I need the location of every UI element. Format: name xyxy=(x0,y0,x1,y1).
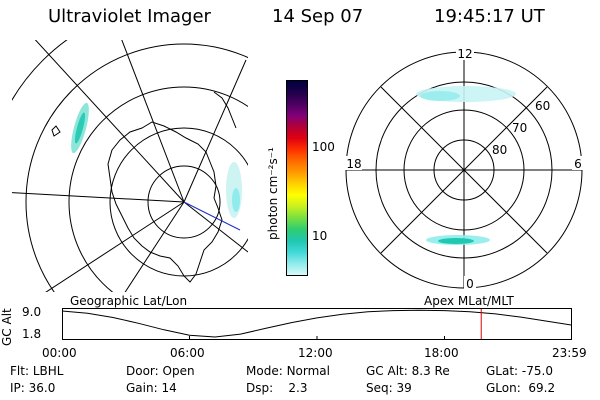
glon-info: GLon: 69.2 xyxy=(486,381,555,395)
alt-tick-low: 1.8 xyxy=(22,327,42,341)
apex-caption: Apex MLat/MLT xyxy=(424,294,514,308)
time-tick-0000: 00:00 xyxy=(42,346,77,360)
alt-tick-high: 9.0 xyxy=(22,305,42,319)
filter-value: LBHL xyxy=(32,364,64,378)
apex-mlat-mlt-panel: 12 18 6 0 60 70 80 xyxy=(344,46,584,291)
colorbar-unit-label: photon cm⁻²s⁻¹ xyxy=(266,147,280,240)
ip-label: IP: xyxy=(10,381,25,395)
seq-label: Seq: xyxy=(366,381,393,395)
filter-info: Flt: LBHL xyxy=(10,364,63,378)
ip-value: 36.0 xyxy=(28,381,56,395)
apex-aurora-emission xyxy=(416,86,516,245)
instrument-title: Ultraviolet Imager xyxy=(48,6,211,27)
mlt-label-left: 18 xyxy=(346,157,361,171)
gc-alt-axis-label: GC Alt xyxy=(0,308,14,346)
door-label: Door: xyxy=(126,364,159,378)
glat-value: -75.0 xyxy=(521,364,553,378)
seq-info: Seq: 39 xyxy=(366,381,412,395)
mode-label: Mode: xyxy=(246,364,283,378)
geographic-map-panel xyxy=(12,40,248,292)
mlat-label-70: 70 xyxy=(512,121,527,135)
time-tick-1800: 18:00 xyxy=(424,346,459,360)
ip-info: IP: 36.0 xyxy=(10,381,55,395)
gain-value: 14 xyxy=(161,381,177,395)
image-time: 19:45:17 UT xyxy=(434,6,545,27)
altitude-plot-frame xyxy=(62,308,572,340)
gc-alt-info: GC Alt: 8.3 Re xyxy=(366,364,450,378)
colorbar xyxy=(286,80,308,276)
dsp-label: Dsp: xyxy=(246,381,274,395)
glon-label: GLon: xyxy=(486,381,521,395)
orbit-altitude-curve xyxy=(62,309,572,338)
door-value: Open xyxy=(162,364,195,378)
gc-alt-value: 8.3 Re xyxy=(411,364,450,378)
glon-value: 69.2 xyxy=(528,381,556,395)
door-info: Door: Open xyxy=(126,364,195,378)
mlat-label-80: 80 xyxy=(492,143,507,157)
gain-info: Gain: 14 xyxy=(126,381,177,395)
seq-value: 39 xyxy=(396,381,412,395)
mlat-label-60: 60 xyxy=(535,99,550,113)
geographic-caption: Geographic Lat/Lon xyxy=(70,294,188,308)
mlt-label-bottom: 0 xyxy=(466,277,474,291)
longitude-lines xyxy=(12,40,248,292)
filter-label: Flt: xyxy=(10,364,29,378)
time-tick-2359: 23:59 xyxy=(552,346,587,360)
mlt-label-top: 12 xyxy=(457,47,472,61)
aurora-emission xyxy=(71,102,242,218)
antarctica-coastline xyxy=(107,121,223,283)
mode-value: Normal xyxy=(286,364,330,378)
glat-label: GLat: xyxy=(486,364,519,378)
altitude-plot xyxy=(62,308,572,340)
mode-info: Mode: Normal xyxy=(246,364,330,378)
mlt-label-right: 6 xyxy=(574,157,582,171)
glat-info: GLat: -75.0 xyxy=(486,364,553,378)
time-tick-0600: 06:00 xyxy=(170,346,205,360)
dsp-value: 2.3 xyxy=(288,381,308,395)
colorbar-tick-10: 10 xyxy=(312,229,328,243)
gc-alt-label: GC Alt: xyxy=(366,364,408,378)
time-tick-1200: 12:00 xyxy=(298,346,333,360)
colorbar-tick-100: 100 xyxy=(312,140,335,154)
gain-label: Gain: xyxy=(126,381,158,395)
image-date: 14 Sep 07 xyxy=(272,6,364,27)
latitude-circles xyxy=(12,40,248,292)
dsp-info: Dsp: 2.3 xyxy=(246,381,308,395)
